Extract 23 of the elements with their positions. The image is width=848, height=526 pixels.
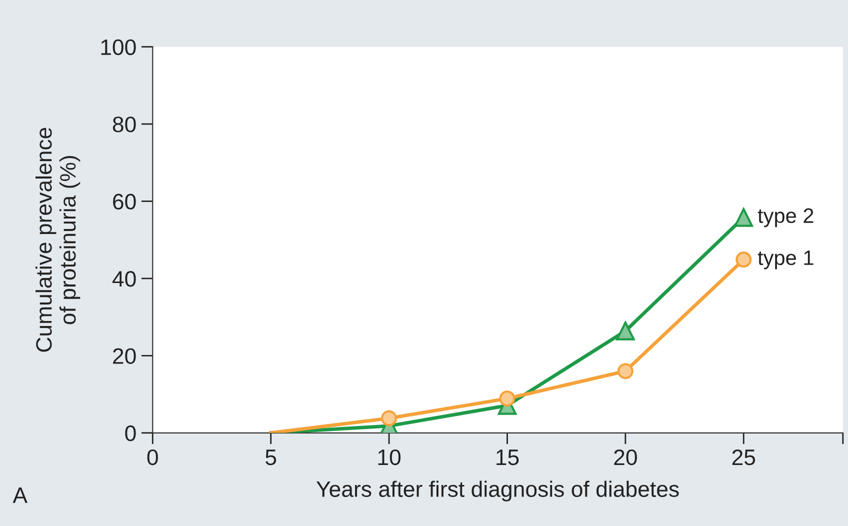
point — [734, 208, 754, 227]
y-tick-label: 100 — [101, 39, 136, 56]
point — [616, 322, 635, 340]
x-tick-label: 25 — [732, 449, 756, 466]
x-tick-label: 20 — [614, 449, 637, 466]
x-tick-label: 15 — [496, 450, 519, 466]
point — [499, 390, 516, 407]
y-tick-label: 60 — [113, 194, 136, 210]
series-label: type 2 — [758, 208, 814, 228]
y-tick-label: 20 — [113, 348, 136, 364]
y-tick-label: 80 — [112, 116, 136, 132]
point — [617, 363, 634, 380]
y-tick-label: 0 — [125, 425, 136, 442]
x-tick-label: 10 — [378, 449, 401, 466]
point — [736, 252, 752, 268]
x-axis-title: Years after first diagnosis of diabetes — [316, 480, 679, 502]
y-axis-title: Cumulative prevalence of proteinuria (%) — [36, 128, 80, 352]
text: A — [12, 488, 28, 503]
x-tick-label: 5 — [266, 450, 276, 466]
x-tick-label: 0 — [147, 449, 158, 466]
point — [381, 410, 398, 426]
series-label: type 1 — [758, 250, 814, 270]
y-tick-label: 40 — [112, 271, 136, 287]
